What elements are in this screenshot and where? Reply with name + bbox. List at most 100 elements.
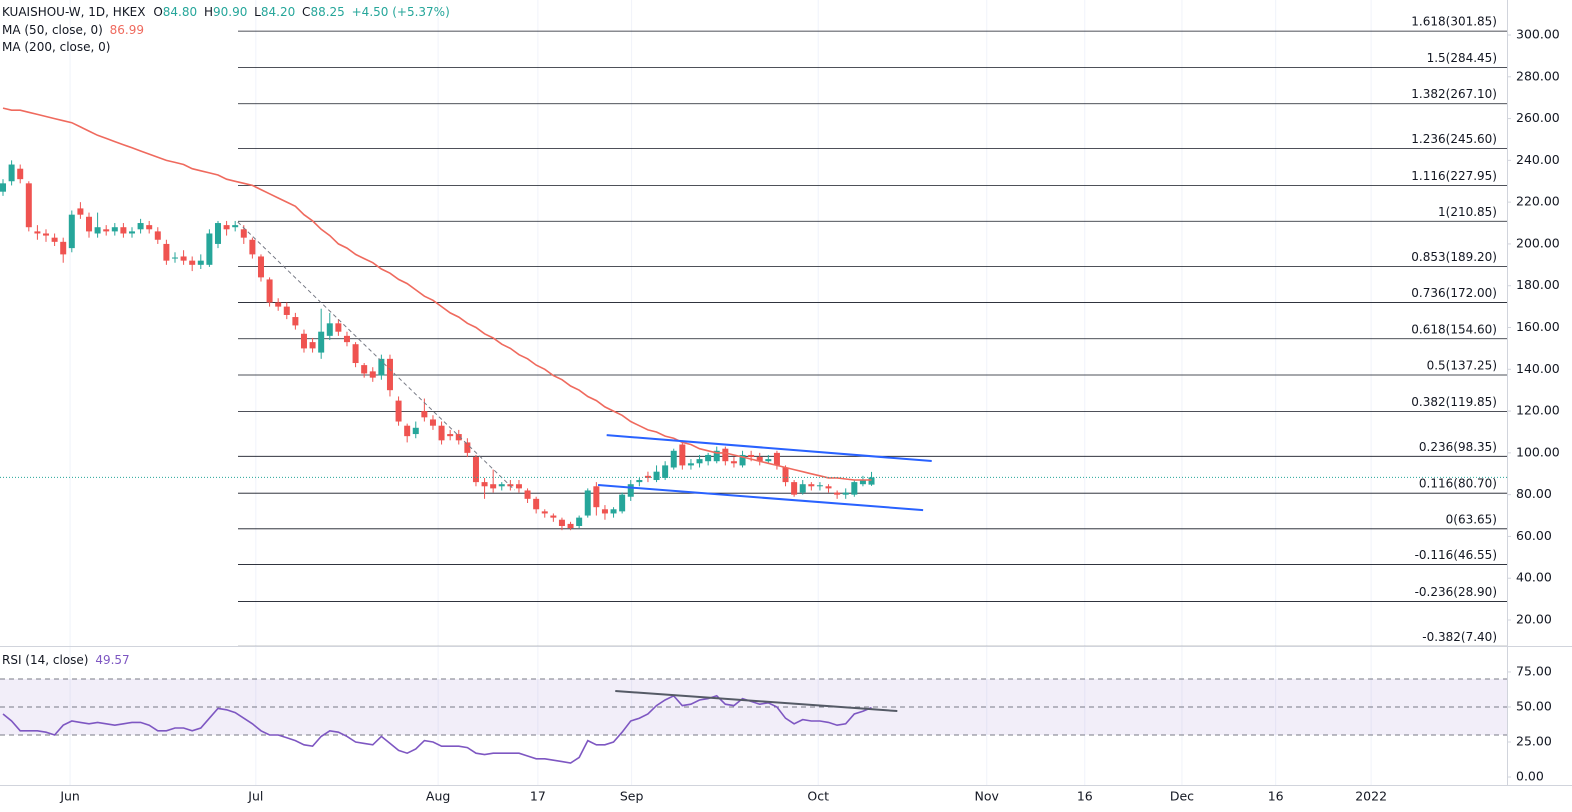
candle-body [610, 509, 617, 514]
x-tick-label: Jul [247, 789, 263, 804]
fib-label: 0.618(154.60) [1411, 322, 1497, 336]
candle-body [713, 450, 720, 462]
ohlc-label: O [153, 5, 162, 19]
candle-body [335, 323, 342, 332]
x-tick-label: 16 [1077, 789, 1093, 804]
y-tick-label: 60.00 [1516, 528, 1552, 543]
y-tick-label: 140.00 [1516, 361, 1560, 376]
candle-body [77, 208, 84, 215]
candle-body [490, 484, 497, 489]
y-tick-label: 180.00 [1516, 277, 1560, 292]
candle-body [455, 434, 462, 441]
candle-body [739, 454, 746, 466]
moving-average [2, 107, 872, 481]
candle-body [137, 223, 144, 230]
legend-name: MA (200, close, 0) [2, 40, 110, 54]
candle-body [851, 482, 858, 495]
x-tick-label: Nov [975, 789, 1000, 804]
candle-body [318, 331, 325, 353]
candle-body [533, 498, 540, 510]
ohlc-value: 90.90 [213, 5, 247, 19]
candle-body [197, 260, 204, 265]
axis-layer: 20.00 40.00 60.00 80.00 100.00 120.00 140.00 16… [59, 26, 1559, 803]
candle-body [524, 490, 531, 499]
candle-body [60, 241, 67, 255]
fib-label: 1.5(284.45) [1427, 51, 1497, 65]
candle-body [283, 306, 290, 315]
trend-line [606, 434, 932, 463]
candle-body [773, 452, 780, 466]
fib-label: 1(210.85) [1438, 205, 1497, 219]
candle-body [834, 492, 841, 495]
ohlc-value: 88.25 [310, 5, 344, 19]
candle-body [43, 233, 50, 236]
y-tick-label: 260.00 [1516, 110, 1560, 125]
header: KUAISHOU-W, 1D, HKEX O84.80 H90.90 L84.2… [2, 5, 450, 19]
grid-layer [0, 0, 1507, 785]
ohlc-value: 84.20 [261, 5, 295, 19]
ohlc-value: 84.80 [163, 5, 197, 19]
fib-label: 0.853(189.20) [1411, 250, 1497, 264]
legend-value: 49.57 [95, 653, 129, 667]
trend-line [597, 484, 924, 512]
fib-label: -0.382(7.40) [1422, 630, 1497, 644]
candle-body [300, 333, 307, 349]
candle-body [653, 471, 660, 481]
candle-body [0, 183, 7, 192]
candle-body [352, 344, 359, 364]
fib-label: 1.618(301.85) [1411, 15, 1497, 29]
candle-body [791, 482, 798, 495]
x-tick-label: 16 [1268, 789, 1284, 804]
legend-value: 86.99 [110, 23, 144, 37]
candle-body [472, 457, 479, 483]
candle-body [550, 515, 557, 518]
candle-body [223, 225, 230, 230]
ohlc-label: L [254, 5, 261, 19]
x-tick-label: 2022 [1355, 789, 1387, 804]
candle-body [816, 485, 823, 487]
candle-body [748, 454, 755, 458]
candle-body [404, 425, 411, 437]
fib-label: 0(63.65) [1446, 512, 1497, 526]
candle-body [171, 257, 178, 259]
candle-body [782, 467, 789, 483]
candle-body [679, 444, 686, 466]
candle-body [34, 231, 41, 234]
candle-body [361, 365, 368, 374]
candle-body [576, 517, 583, 526]
candle-body [309, 342, 316, 349]
candle-body [8, 164, 15, 182]
candle-body [292, 317, 299, 326]
ohlc-label: H [204, 5, 213, 19]
candle-body [163, 243, 170, 261]
candle-body [756, 457, 763, 462]
candle-body [584, 490, 591, 516]
y-tick-label: 80.00 [1516, 486, 1552, 501]
candle-body [429, 419, 436, 426]
y-tick-label: 160.00 [1516, 319, 1560, 334]
candle-body [627, 484, 634, 497]
candle-body [189, 260, 196, 265]
candle-body [515, 484, 522, 489]
fib-label: 0.236(98.35) [1419, 440, 1497, 454]
candle-body [868, 477, 875, 485]
x-tick-label: Aug [426, 789, 450, 804]
fib-label: -0.236(28.90) [1415, 585, 1497, 599]
candle-body [154, 231, 161, 240]
candle-body [103, 229, 110, 232]
fib-label: 1.382(267.10) [1411, 87, 1497, 101]
candle-body [593, 486, 600, 508]
trend-line [615, 690, 898, 713]
x-tick-label: Oct [807, 789, 829, 804]
candle-body [619, 494, 626, 512]
candle-body [326, 323, 333, 336]
y-tick-label: 120.00 [1516, 403, 1560, 418]
candle-body [395, 400, 402, 422]
candle-body [51, 237, 58, 242]
y-tick-label: 40.00 [1516, 570, 1552, 585]
fib-label: 0.116(80.70) [1419, 477, 1497, 491]
candle-body [636, 480, 643, 483]
candle-body [662, 465, 669, 478]
x-tick-label: Sep [620, 789, 644, 804]
candle-body [240, 229, 247, 238]
